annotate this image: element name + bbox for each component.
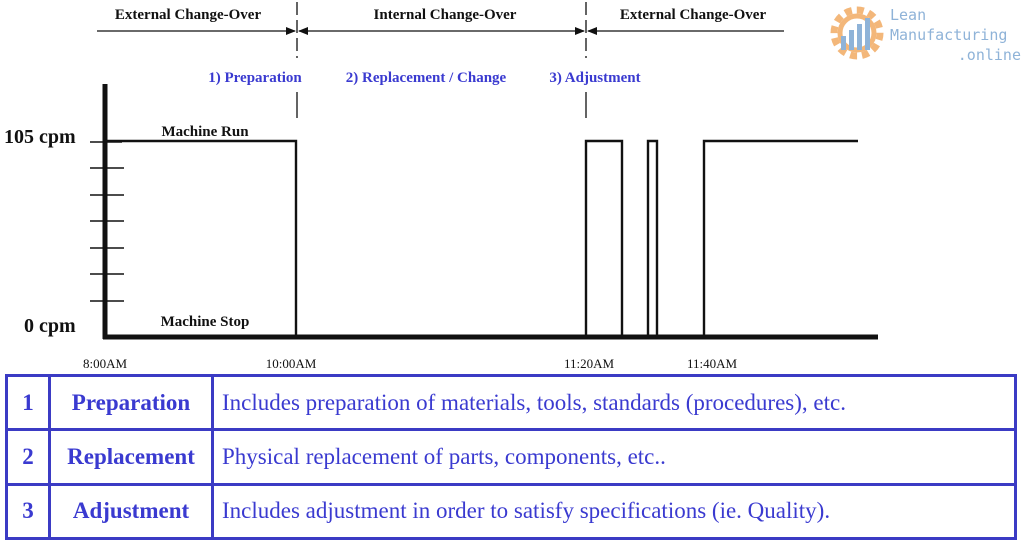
time-label-1120am: 11:20AM <box>564 356 615 371</box>
lean-manufacturing-logo: Lean Manufacturing .online <box>830 6 1021 64</box>
logo-text-manufacturing: Manufacturing <box>890 26 1007 44</box>
state-label-machine-run: Machine Run <box>161 124 249 140</box>
step-description: Includes preparation of materials, tools… <box>211 373 1017 432</box>
machine-speed-signal <box>105 139 858 339</box>
phase-label-internal: Internal Change-Over <box>374 7 517 23</box>
step-description: Physical replacement of parts, component… <box>211 428 1017 486</box>
step-name: Preparation <box>48 373 214 432</box>
time-label-8am: 8:00AM <box>83 356 128 371</box>
table-row: 1 Preparation Includes preparation of ma… <box>5 373 1017 432</box>
step-description: Includes adjustment in order to satisfy … <box>211 482 1017 541</box>
phase-label-external-after: External Change-Over <box>620 7 767 23</box>
step-number: 1 <box>5 373 51 432</box>
time-label-10am: 10:00AM <box>266 356 317 371</box>
phase-label-external-before: External Change-Over <box>115 7 262 23</box>
step-label-adjustment: 3) Adjustment <box>549 70 640 86</box>
step-number: 2 <box>5 428 51 486</box>
logo-text-lean: Lean <box>890 6 926 24</box>
table-row: 2 Replacement Physical replacement of pa… <box>5 428 1017 486</box>
step-name: Replacement <box>48 428 214 486</box>
changeover-timeline-diagram: External Change-Over Internal Change-Ove… <box>4 2 1021 371</box>
step-name: Adjustment <box>48 482 214 541</box>
bar-chart-icon <box>841 18 870 50</box>
table-row: 3 Adjustment Includes adjustment in orde… <box>5 482 1017 541</box>
logo-text-online: .online <box>958 46 1021 64</box>
step-label-preparation: 1) Preparation <box>208 70 302 86</box>
changeover-steps-table: 1 Preparation Includes preparation of ma… <box>5 373 1017 541</box>
state-label-machine-stop: Machine Stop <box>161 314 250 330</box>
step-number: 3 <box>5 482 51 541</box>
step-label-replacement: 2) Replacement / Change <box>346 70 507 86</box>
y-label-105-cpm: 105 cpm <box>4 126 76 148</box>
y-label-0-cpm: 0 cpm <box>24 315 76 337</box>
time-label-1140am: 11:40AM <box>687 356 738 371</box>
